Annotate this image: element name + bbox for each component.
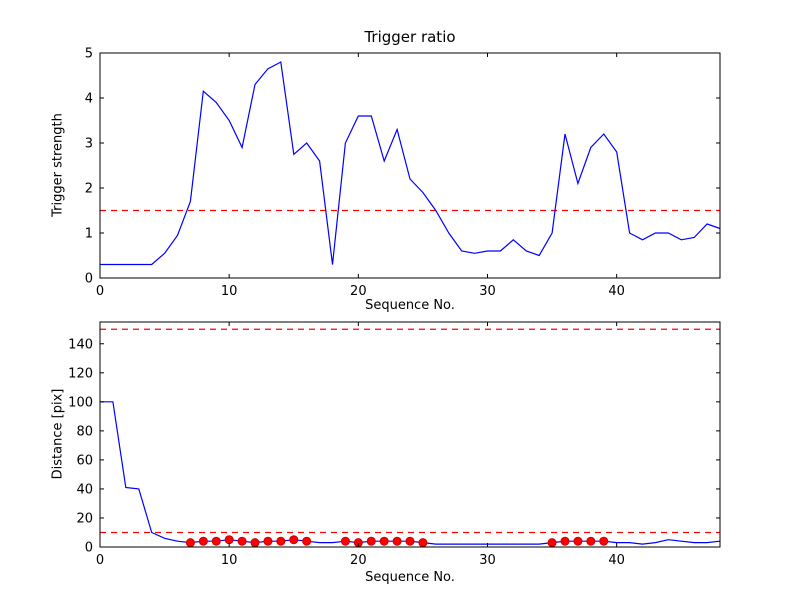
trigger-marker-dot	[263, 536, 273, 546]
y-tick-label: 0	[85, 541, 93, 556]
x-tick-label: 0	[96, 284, 104, 299]
y-tick-label: 4	[85, 92, 93, 107]
trigger-marker-dot	[547, 538, 557, 548]
x-tick-label: 30	[479, 553, 496, 568]
x-tick-label: 40	[608, 553, 625, 568]
x-tick-label: 10	[221, 553, 238, 568]
top-chart-xlabel: Sequence No.	[365, 298, 455, 313]
axes-frame	[99, 321, 721, 548]
trigger-marker-dot	[560, 536, 570, 546]
trigger-marker-dot	[366, 536, 376, 546]
x-tick-label: 30	[479, 284, 496, 299]
trigger-marker-dot	[599, 536, 609, 546]
axes-frame	[99, 52, 721, 279]
trigger-marker-dot	[211, 536, 221, 546]
subplot-1: 0 10 20 30 40 0 20 40 60 80 100 120 140	[68, 321, 721, 568]
trigger-marker-dot	[302, 536, 312, 546]
x-tick-label: 0	[96, 553, 104, 568]
trigger-marker-dot	[392, 536, 402, 546]
y-tick-label: 5	[85, 47, 93, 62]
y-tick-label: 120	[68, 366, 93, 381]
trigger-marker-dot	[340, 536, 350, 546]
trigger-marker-dot	[224, 535, 234, 545]
bottom-chart-ylabel: Distance [pix]	[50, 388, 66, 480]
trigger-marker-dot	[586, 536, 596, 546]
y-tick-label: 100	[68, 395, 93, 410]
data-line	[100, 401, 721, 545]
data-line	[100, 61, 721, 266]
y-tick-label: 2	[85, 182, 93, 197]
x-tick-label: 40	[608, 284, 625, 299]
bottom-chart-xlabel: Sequence No.	[365, 570, 455, 585]
y-tick-label: 40	[76, 482, 93, 497]
trigger-marker-dot	[379, 536, 389, 546]
top-chart-ylabel: Trigger strength	[50, 113, 66, 217]
subplot-0: 0 10 20 30 40 0 1 2 3 4 5	[85, 47, 721, 299]
x-tick-label: 20	[350, 553, 367, 568]
trigger-marker-dot	[573, 536, 583, 546]
top-chart-title: Trigger ratio	[364, 28, 456, 46]
x-tick-label: 20	[350, 284, 367, 299]
trigger-marker-dot	[418, 538, 428, 548]
trigger-marker-dot	[185, 538, 195, 548]
trigger-marker-dot	[198, 536, 208, 546]
trigger-marker-dot	[250, 538, 260, 548]
y-tick-label: 60	[76, 453, 93, 468]
trigger-marker-dot	[405, 536, 415, 546]
y-tick-label: 20	[76, 511, 93, 526]
y-tick-label: 80	[76, 424, 93, 439]
trigger-marker-dot	[289, 535, 299, 545]
y-tick-label: 1	[85, 227, 93, 242]
trigger-marker-dot	[237, 536, 247, 546]
x-tick-label: 10	[221, 284, 238, 299]
y-tick-label: 3	[85, 137, 93, 152]
y-tick-label: 0	[85, 272, 93, 287]
y-tick-label: 140	[68, 337, 93, 352]
trigger-marker-dot	[276, 536, 286, 546]
